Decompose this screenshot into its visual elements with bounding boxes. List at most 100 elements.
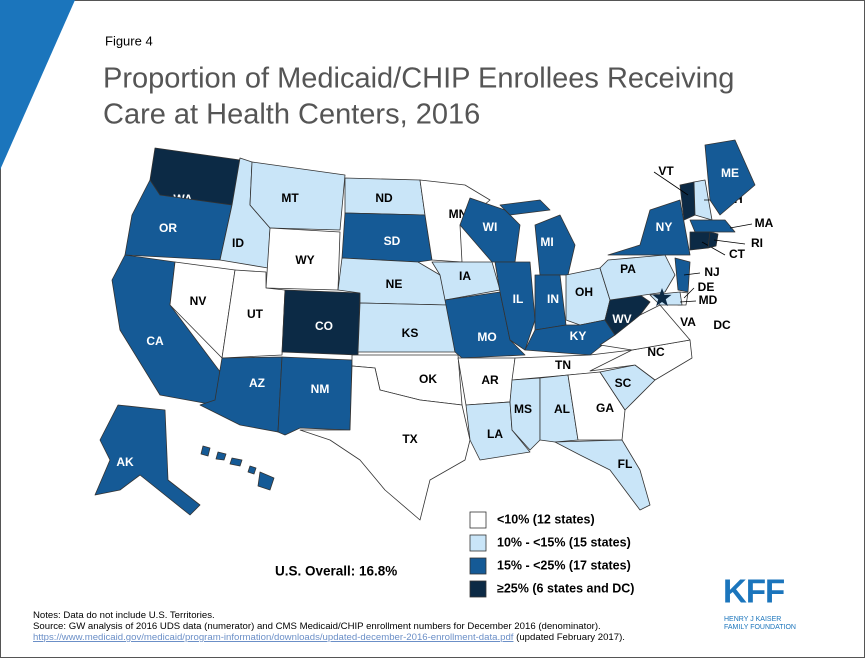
state-label: PA (620, 262, 636, 276)
state: RI (707, 231, 763, 250)
state-shape (299, 365, 471, 521)
state: PA (599, 254, 676, 301)
state-label: LA (487, 427, 503, 441)
corner-accent (0, 0, 75, 170)
state-label: SC (615, 376, 632, 390)
state-label: MD (699, 293, 718, 307)
state: SD (341, 212, 433, 263)
state-label: WY (295, 253, 314, 267)
state-shape (249, 161, 346, 231)
legend-swatch (469, 534, 487, 552)
state-shape (607, 199, 691, 256)
state-label: IN (547, 292, 559, 306)
state: AR (457, 357, 516, 406)
state-shape (689, 231, 711, 251)
state-shape (499, 199, 551, 216)
state-label: HI (286, 478, 298, 492)
state-label: AK (116, 455, 134, 469)
source-link[interactable]: https://www.medicaid.gov/medicaid/progra… (33, 632, 514, 643)
state-label: NM (311, 382, 330, 396)
state-label: CT (729, 247, 746, 261)
state: WV (604, 289, 651, 336)
state-label: DE (698, 280, 715, 294)
state-label: ND (375, 191, 393, 205)
state-label: UT (247, 307, 264, 321)
state: CO (281, 289, 361, 356)
state: NC (589, 339, 693, 381)
leader-line (713, 239, 746, 245)
logo-line: HENRY J KAISER (724, 616, 781, 623)
state: WY (265, 227, 341, 291)
state-label: TX (402, 432, 417, 446)
state-label: GA (596, 401, 614, 415)
state-label: AL (554, 402, 570, 416)
state-label: OH (575, 285, 593, 299)
state-label: WV (612, 312, 631, 326)
state-label: KS (402, 326, 419, 340)
legend-label: ≥25% (6 states and DC) (497, 581, 634, 595)
state-shape (707, 231, 719, 249)
state-shape (539, 374, 579, 443)
state-label: NJ (704, 265, 719, 279)
state-label: CA (146, 334, 164, 348)
logo: KFF HENRY J KAISER FAMILY FOUNDATION (723, 573, 796, 631)
state-shape (704, 139, 756, 216)
legend-label: 15% - <25% (17 states) (497, 558, 631, 572)
state: KS (357, 302, 456, 353)
state-label: IA (459, 269, 471, 283)
state-label: NY (656, 220, 673, 234)
url-line: https://www.medicaid.gov/medicaid/progra… (33, 632, 625, 643)
state-label: WI (483, 220, 498, 234)
state: WI (459, 197, 521, 263)
state-label: ID (232, 236, 244, 250)
legend-swatch (469, 580, 487, 598)
state-label: VT (658, 164, 674, 178)
state-shape (215, 451, 227, 461)
notes: Notes: Data do not include U.S. Territor… (33, 610, 625, 643)
state-shape (229, 457, 243, 467)
state-shape (341, 212, 433, 263)
state-label: NE (386, 277, 403, 291)
state-label: VA (680, 315, 696, 329)
dc-star (652, 288, 672, 307)
state-label: DC (713, 318, 731, 332)
state: ME (704, 139, 756, 216)
leader-line (729, 223, 753, 229)
state-shape (200, 445, 211, 457)
title-line: Proportion of Medicaid/CHIP Enrollees Re… (103, 63, 734, 95)
logo-mark: KFF (723, 573, 784, 610)
state: MA (689, 216, 774, 233)
state-shape (257, 471, 275, 491)
state-shape (94, 404, 201, 516)
state-label: FL (618, 457, 633, 471)
state-shape (554, 439, 651, 511)
legend-label: <10% (12 states) (497, 512, 595, 526)
state: AL (539, 374, 579, 443)
leader-line (683, 272, 701, 276)
state: HI (200, 445, 298, 492)
figure-label: Figure 4 (105, 33, 153, 48)
state-shape (689, 219, 736, 233)
state: MS (509, 377, 541, 451)
state-shape (534, 214, 576, 276)
state: IA (431, 261, 501, 301)
updated: (updated February 2017). (516, 632, 625, 643)
leader-line (701, 241, 726, 256)
notes-line: Notes: Data do not include U.S. Territor… (33, 610, 215, 621)
leader-line (653, 171, 689, 196)
state-label: NV (190, 294, 207, 308)
legend-swatch (469, 557, 487, 575)
leader-line (679, 300, 697, 303)
state: AZ (199, 356, 283, 433)
state: MI (499, 199, 576, 276)
state-shape (247, 465, 257, 475)
state-label: AZ (249, 376, 265, 390)
state-shape (431, 261, 501, 301)
overall: U.S. Overall: 16.8% (275, 564, 397, 579)
state-label: MO (477, 330, 496, 344)
state-label: ME (721, 166, 739, 180)
leader-line (683, 287, 695, 299)
state-label: IL (513, 292, 524, 306)
